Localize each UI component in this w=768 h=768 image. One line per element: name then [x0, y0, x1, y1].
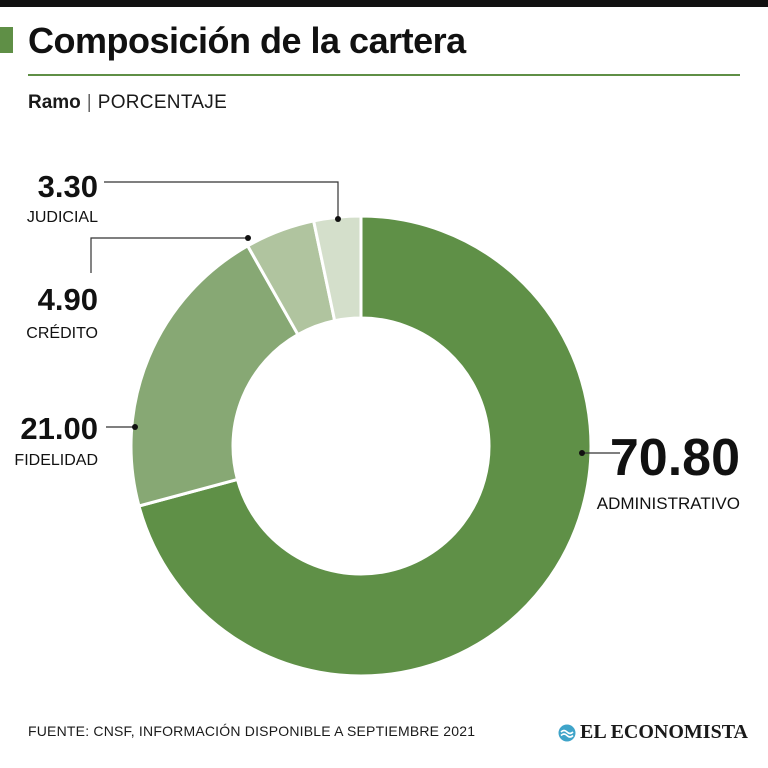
category-label-credito: CRÉDITO [26, 323, 98, 342]
slice-judicial [311, 214, 363, 323]
chart-subtitle: Ramo | PORCENTAJE [28, 92, 227, 114]
wave-icon [558, 724, 576, 741]
title-accent-block [0, 27, 13, 53]
brand-logo: EL ECONOMISTA [558, 721, 748, 744]
leader-lines [90, 181, 620, 456]
leader-dot-credito [245, 235, 251, 241]
category-label-fidelidad: FIDELIDAD [14, 452, 98, 469]
value-label-administrativo: 70.80 [610, 429, 740, 487]
brand-name: EL ECONOMISTA [580, 721, 748, 743]
leader-dot-judicial [335, 216, 341, 222]
category-label-judicial: JUDICIAL [27, 209, 98, 226]
leader-line-judicial [104, 181, 339, 219]
leader-line-credito [90, 237, 248, 273]
donut-slices [129, 214, 593, 678]
subtitle-unit: PORCENTAJE [97, 92, 228, 113]
category-label-administrativo: ADMINISTRATIVO [597, 494, 740, 513]
slice-administrativo [137, 214, 593, 678]
leader-dot-administrativo [579, 450, 585, 456]
source-note: FUENTE: CNSF, INFORMACIÓN DISPONIBLE A S… [28, 723, 476, 739]
value-label-credito: 4.90 [38, 282, 98, 317]
title-rule [28, 74, 740, 76]
subtitle-category: Ramo [28, 92, 81, 113]
chart-title: Composición de la cartera [28, 20, 466, 61]
value-label-fidelidad: 21.00 [20, 411, 98, 446]
leader-dot-fidelidad [132, 424, 138, 430]
slice-fidelidad [129, 243, 300, 508]
top-bar [0, 0, 768, 7]
value-label-judicial: 3.30 [38, 169, 98, 204]
slice-labels: 70.80 ADMINISTRATIVO 21.00 FIDELIDAD 4.90 CRÉ… [14, 169, 740, 513]
subtitle-separator: | [86, 92, 92, 113]
